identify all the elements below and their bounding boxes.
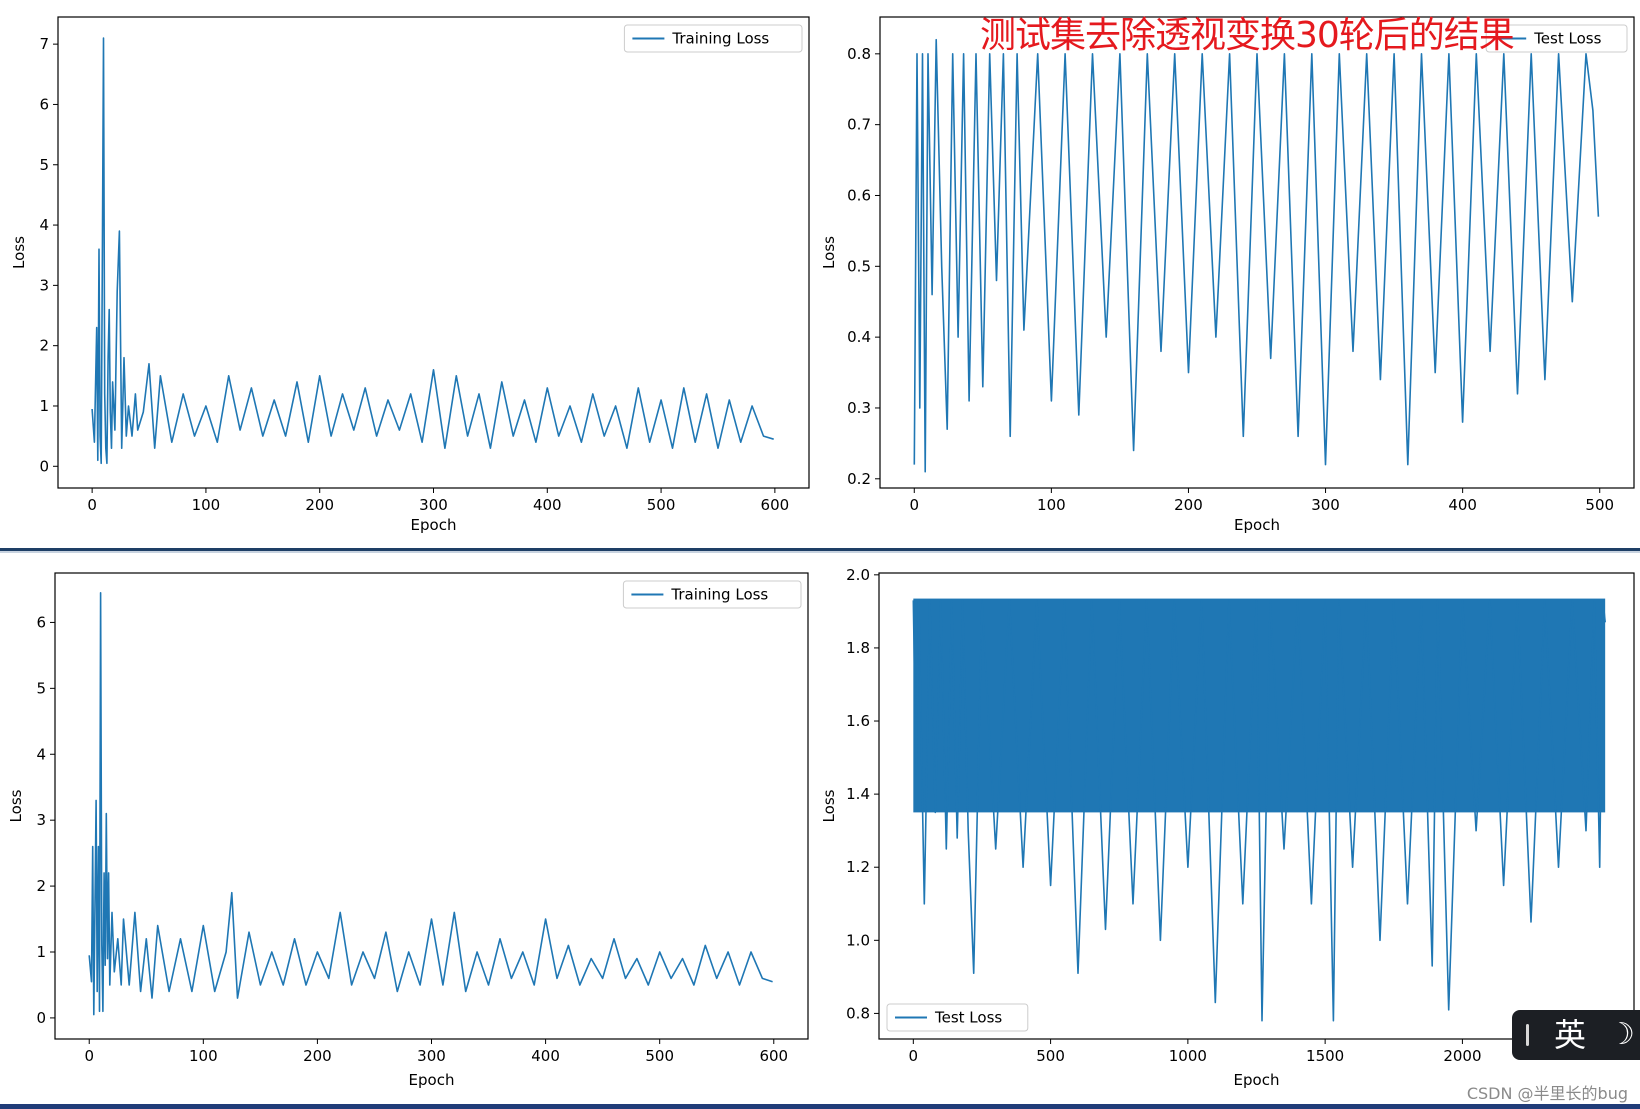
- legend-label: Training Loss: [670, 586, 768, 604]
- y-tick-label: 0: [36, 1009, 46, 1027]
- y-tick-label: 1.8: [846, 639, 870, 657]
- y-tick-label: 0.4: [847, 328, 871, 346]
- taskbar[interactable]: [0, 1104, 1640, 1109]
- y-tick-label: 4: [36, 745, 46, 763]
- x-tick-label: 400: [533, 496, 562, 514]
- x-tick-label: 400: [531, 1047, 560, 1065]
- legend: Training Loss: [623, 24, 803, 53]
- y-tick-label: 1: [36, 943, 46, 961]
- window-divider-shadow: [0, 551, 1640, 553]
- legend: Training Loss: [622, 580, 802, 609]
- x-axis-label: Epoch: [1234, 1071, 1280, 1089]
- legend-box: [886, 1003, 1029, 1032]
- y-tick-label: 0.2: [847, 470, 871, 488]
- series-line-test-loss: [913, 38, 1600, 473]
- x-tick-label: 500: [1036, 1047, 1065, 1065]
- x-tick-label: 0: [909, 496, 919, 514]
- subplot-p2: 0 100 200 300 400 500 0.2 0.3 0.4 0.5 0.6 0.7 0.8 Epo…: [820, 16, 1635, 534]
- y-tick-label: 6: [39, 95, 49, 113]
- annotation-text: 测试集去除透视变换30轮后的结果: [980, 15, 1515, 56]
- y-tick-label: 6: [36, 613, 46, 631]
- series-line-training-loss: [88, 591, 773, 1016]
- x-tick-label: 500: [1585, 496, 1614, 514]
- x-tick-label: 400: [1448, 496, 1477, 514]
- y-tick-label: 5: [36, 679, 46, 697]
- y-tick-label: 0.3: [847, 399, 871, 417]
- legend: Test Loss: [1485, 24, 1628, 53]
- y-tick-label: 4: [39, 216, 49, 234]
- x-tick-label: 600: [761, 496, 790, 514]
- x-tick-label: 100: [1037, 496, 1066, 514]
- watermark: CSDN @半里长的bug: [1466, 1084, 1628, 1103]
- x-tick-label: 2000: [1443, 1047, 1481, 1065]
- y-axis-label: Loss: [820, 236, 838, 269]
- y-tick-label: 1.4: [846, 785, 870, 803]
- x-tick-label: 0: [84, 1047, 94, 1065]
- moon-icon: ☽: [1608, 1017, 1635, 1052]
- y-axis-label: Loss: [820, 789, 838, 822]
- y-tick-label: 0.5: [847, 257, 871, 275]
- series-line-training-loss: [91, 37, 774, 465]
- y-tick-label: 5: [39, 156, 49, 174]
- x-tick-label: 300: [1311, 496, 1340, 514]
- x-tick-label: 200: [305, 496, 334, 514]
- x-tick-label: 200: [303, 1047, 332, 1065]
- x-tick-label: 0: [87, 496, 97, 514]
- y-tick-label: 2.0: [846, 566, 870, 584]
- x-tick-label: 300: [419, 496, 448, 514]
- window-divider: [0, 548, 1640, 551]
- x-axis-label: Epoch: [1234, 516, 1280, 534]
- legend-label: Training Loss: [671, 30, 769, 48]
- subplot-p1: 0 100 200 300 400 500 600 0 1 2 3 4 5 6 7 Epoch Loss Trai…: [10, 16, 810, 534]
- subplot-p4: 0 500 1000 1500 2000 0.8 1.0 1.2 1.4 1.6 1.8 2.0 Epo…: [820, 566, 1635, 1089]
- ime-bar-icon: [1526, 1024, 1529, 1046]
- ime-indicator[interactable]: 英 ☽: [1512, 1010, 1640, 1060]
- legend-label: Test Loss: [1533, 30, 1601, 48]
- x-tick-label: 100: [189, 1047, 218, 1065]
- axes-frame: [879, 16, 1635, 489]
- y-tick-label: 0.7: [847, 116, 871, 134]
- y-tick-label: 1.6: [846, 712, 870, 730]
- x-tick-label: 200: [1174, 496, 1203, 514]
- x-tick-label: 1000: [1169, 1047, 1207, 1065]
- x-tick-label: 0: [909, 1047, 919, 1065]
- axes-frame: [57, 16, 810, 489]
- y-tick-label: 3: [36, 811, 46, 829]
- legend-box: [1485, 24, 1628, 53]
- x-tick-label: 100: [192, 496, 221, 514]
- y-axis-label: Loss: [10, 236, 28, 269]
- y-tick-label: 1: [39, 397, 49, 415]
- y-tick-label: 0.8: [847, 45, 871, 63]
- axes-frame: [54, 572, 809, 1040]
- x-tick-label: 500: [645, 1047, 674, 1065]
- x-tick-label: 300: [417, 1047, 446, 1065]
- series-line-test-loss: [912, 599, 1606, 1022]
- y-tick-label: 3: [39, 276, 49, 294]
- legend-label: Test Loss: [934, 1009, 1002, 1027]
- x-tick-label: 500: [647, 496, 676, 514]
- subplot-p3: 0 100 200 300 400 500 600 0 1 2 3 4 5 6 Epoch Loss Train…: [7, 572, 809, 1089]
- y-tick-label: 2: [36, 877, 46, 895]
- x-tick-label: 600: [759, 1047, 788, 1065]
- y-tick-label: 1.2: [846, 858, 870, 876]
- x-axis-label: Epoch: [409, 1071, 455, 1089]
- axes-frame: [878, 572, 1635, 1040]
- x-tick-label: 1500: [1306, 1047, 1344, 1065]
- y-tick-label: 7: [39, 35, 49, 53]
- legend-box: [622, 580, 802, 609]
- ime-language-label: 英: [1554, 1016, 1587, 1054]
- y-tick-label: 0.8: [846, 1004, 870, 1022]
- y-axis-label: Loss: [7, 789, 25, 822]
- legend: Test Loss: [886, 1003, 1029, 1032]
- y-tick-label: 0: [39, 457, 49, 475]
- legend-box: [623, 24, 803, 53]
- y-tick-label: 0.6: [847, 186, 871, 204]
- y-tick-label: 1.0: [846, 931, 870, 949]
- x-axis-label: Epoch: [411, 516, 457, 534]
- y-tick-label: 2: [39, 337, 49, 355]
